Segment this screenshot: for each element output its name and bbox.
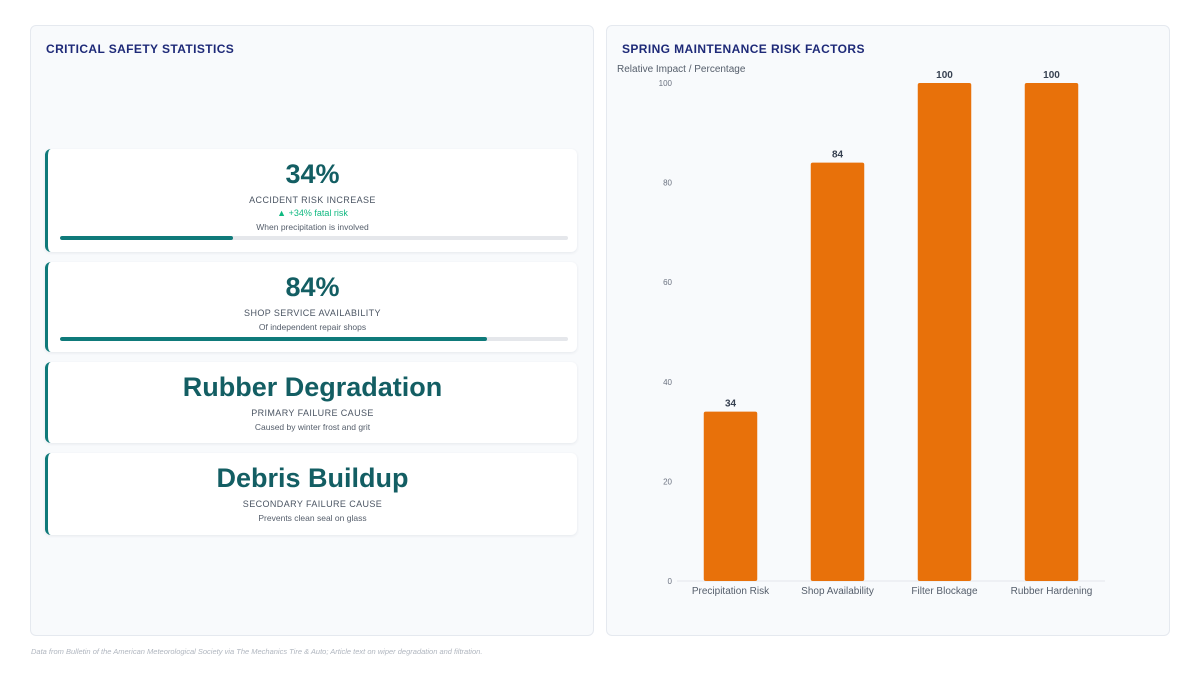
data-label: 34 [725,399,737,410]
stat-note: When precipitation is involved [256,222,369,232]
bar [917,83,972,581]
data-label: 100 [1043,70,1060,81]
stat-card-primary-cause: Rubber Degradation PRIMARY FAILURE CAUSE… [45,362,577,443]
progress-fill [60,236,233,240]
y-tick-label: 100 [659,79,673,88]
stat-note: Caused by winter frost and grit [254,422,371,432]
stat-card-secondary-cause: Debris Buildup SECONDARY FAILURE CAUSE P… [45,453,577,535]
x-tick-label: Precipitation Risk [692,586,770,597]
data-label: 100 [936,70,953,81]
risk-factors-panel: SPRING MAINTENANCE RISK FACTORS Relative… [606,25,1170,636]
progress-bar [60,236,568,240]
stat-label: SECONDARY FAILURE CAUSE [242,499,383,509]
bar [810,162,865,581]
stat-card-shop-availability: 84% SHOP SERVICE AVAILABILITY Of indepen… [45,262,577,352]
stat-value: Rubber Degradation [182,372,443,402]
stat-label: ACCIDENT RISK INCREASE [249,195,376,205]
bar [1024,83,1079,581]
y-tick-label: 0 [668,577,673,586]
stat-value: Debris Buildup [216,463,409,493]
stat-note: Of independent repair shops [258,322,367,332]
panel-title: SPRING MAINTENANCE RISK FACTORS [622,42,865,56]
progress-fill [60,337,487,341]
source-note: Data from Bulletin of the American Meteo… [31,647,483,656]
safety-stats-panel: CRITICAL SAFETY STATISTICS 34% ACCIDENT … [30,25,594,636]
stat-value: 34% [285,159,340,189]
bar [703,411,758,581]
stat-card-accident-risk: 34% ACCIDENT RISK INCREASE ▲ +34% fatal … [45,149,577,252]
y-tick-label: 80 [663,179,672,188]
x-tick-label: Filter Blockage [911,586,978,597]
stat-label: SHOP SERVICE AVAILABILITY [244,308,381,318]
progress-bar [60,337,568,341]
panel-title: CRITICAL SAFETY STATISTICS [46,42,235,56]
y-tick-label: 40 [663,378,672,387]
data-label: 84 [832,150,844,161]
bar-chart: Relative Impact / Percentage 0 20 40 60 80 100… [617,64,1105,597]
y-tick-label: 60 [663,278,672,287]
y-axis-title: Relative Impact / Percentage [617,64,746,75]
stat-note: Prevents clean seal on glass [258,513,367,523]
x-tick-label: Rubber Hardening [1011,586,1093,597]
stat-label: PRIMARY FAILURE CAUSE [251,408,374,418]
y-tick-label: 20 [663,477,672,486]
x-tick-label: Shop Availability [801,586,874,597]
stat-value: 84% [285,272,340,302]
trend-indicator: ▲ +34% fatal risk [277,208,348,218]
